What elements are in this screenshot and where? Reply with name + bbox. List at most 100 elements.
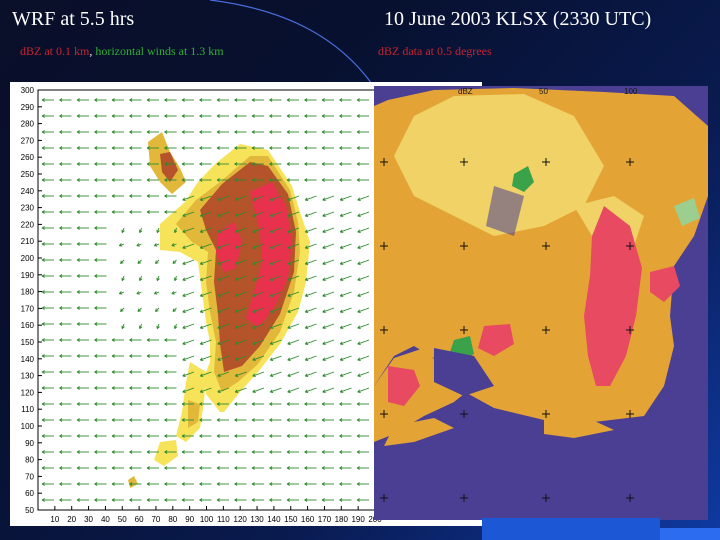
wind-vector (340, 291, 352, 297)
wind-vector-head (164, 354, 168, 358)
wind-vector-head (129, 498, 133, 502)
wind-vector-head (59, 338, 63, 342)
wind-vector-head (339, 325, 344, 329)
wind-vector-head (251, 450, 255, 454)
wind-vector-head (118, 243, 123, 247)
radar-reflectivity-plot: dBZ 50 100 (374, 86, 708, 520)
wind-vector-head (269, 277, 274, 281)
wind-vector-head (287, 309, 291, 313)
y-tick-label: 290 (21, 103, 35, 112)
wind-vector-head (339, 450, 343, 454)
wind-vector (305, 275, 317, 281)
wind-vector-head (181, 114, 185, 118)
x-tick-label: 120 (234, 515, 248, 524)
wind-vector-head (182, 229, 186, 233)
y-tick-label: 280 (21, 120, 35, 129)
wind-vector (252, 323, 265, 329)
wind-vector-head (182, 325, 186, 329)
wind-vector (340, 307, 352, 313)
wind-vector-head (111, 370, 115, 374)
wind-vector (252, 211, 265, 217)
wind-vector-head (182, 293, 186, 297)
wind-vector (287, 211, 300, 217)
wind-vector-head (199, 418, 203, 422)
range-marker (380, 326, 388, 334)
y-axis-ticks: 50 60 70 80 90 100 110 120 130 140 150 160 170 180 190… (21, 86, 42, 515)
wind-vector-head (41, 114, 45, 118)
wind-vector-head (217, 325, 221, 329)
wind-vector-head (339, 114, 343, 118)
wind-vector-head (269, 498, 273, 502)
wind-vector-head (356, 178, 360, 182)
range-marker (542, 494, 550, 502)
wind-vector (357, 323, 370, 329)
wind-vector-head (304, 466, 308, 470)
wind-vector (270, 211, 282, 217)
wind-vector-head (146, 466, 150, 470)
wind-vector-head (199, 402, 203, 406)
wind-vector-head (356, 498, 360, 502)
radar-range-markers (380, 158, 634, 502)
y-tick-label: 260 (21, 153, 35, 162)
range-marker (626, 326, 634, 334)
wind-vector-head (155, 308, 159, 312)
x-tick-label: 110 (217, 515, 230, 524)
wind-vector-head (357, 277, 361, 281)
wind-vector-head (251, 146, 255, 150)
wind-vector-head (111, 418, 115, 422)
wind-vector (182, 387, 195, 393)
wind-vector-head (287, 389, 291, 393)
wind-vector-head (173, 229, 178, 234)
range-marker (626, 158, 634, 166)
wind-vector-head (321, 178, 325, 182)
wind-vector-head (94, 354, 98, 358)
wind-vector-head (251, 466, 255, 470)
wind-vector-head (59, 322, 63, 326)
wind-vector-head (269, 466, 273, 470)
wind-vector-head (181, 418, 185, 422)
wind-vector-head (357, 229, 361, 233)
wind-vector-head (339, 357, 344, 361)
wind-vector-head (304, 309, 309, 313)
wind-vector (182, 259, 195, 265)
wind-vector-head (120, 260, 124, 264)
wind-vector-head (339, 418, 343, 422)
wind-vector-head (146, 498, 150, 502)
wind-vector-head (252, 357, 256, 361)
wind-vector (357, 243, 370, 249)
wind-vector-head (304, 434, 308, 438)
wind-vector-head (164, 114, 168, 118)
y-tick-label: 90 (25, 439, 34, 448)
wind-vector-head (251, 114, 255, 118)
x-tick-label: 60 (135, 515, 144, 524)
wind-vector-head (287, 197, 291, 201)
wind-vector-head (199, 162, 203, 166)
wind-vector (357, 227, 370, 233)
wind-vector-head (356, 450, 360, 454)
wind-vector-head (269, 373, 274, 377)
wind-vector-head (234, 213, 239, 217)
wind-vector-head (286, 114, 290, 118)
wind-vector-head (94, 306, 98, 310)
wind-vector-head (111, 130, 115, 134)
wind-vector (270, 387, 282, 393)
range-marker (542, 158, 550, 166)
wind-vector-head (216, 146, 220, 150)
wind-vector (340, 243, 352, 249)
range-marker (460, 158, 468, 166)
wind-vector-head (111, 146, 115, 150)
wind-vector (340, 211, 352, 217)
wind-vector-head (252, 229, 256, 233)
wind-vector-head (94, 402, 98, 406)
wind-vector-head (234, 434, 238, 438)
wind-vector-head (252, 293, 256, 297)
wind-vector-head (322, 357, 326, 361)
wind-vector-head (252, 245, 256, 249)
wind-vector (182, 307, 195, 313)
wind-vector-head (339, 245, 344, 249)
wind-vector-head (182, 309, 186, 313)
wind-vector-head (121, 277, 125, 282)
wind-vector-head (94, 114, 98, 118)
wind-vector (182, 211, 195, 217)
wind-vector-head (251, 434, 255, 438)
